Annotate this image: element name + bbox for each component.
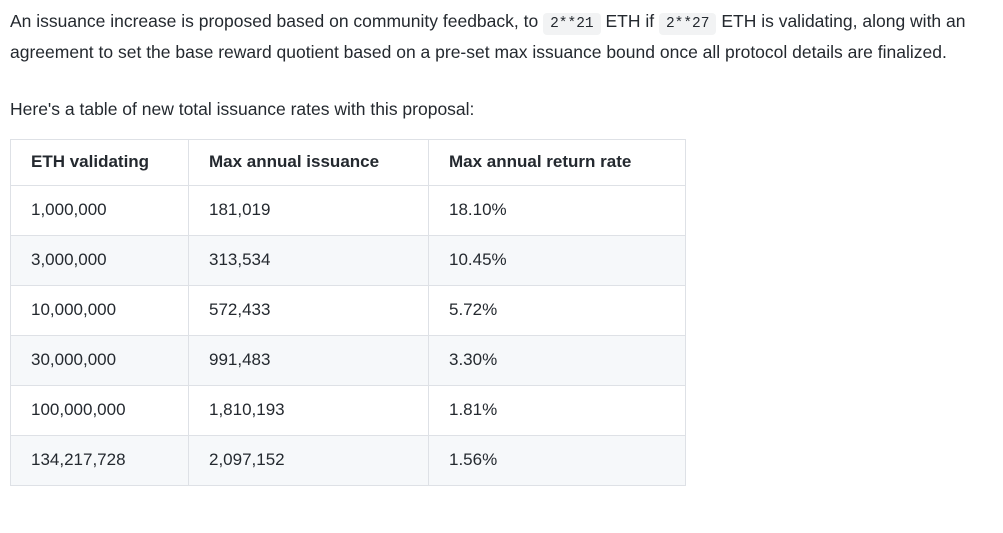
issuance-rates-table: ETH validating Max annual issuance Max a… [10, 138, 686, 486]
table-cell: 10,000,000 [10, 284, 189, 336]
table-cell: 1.81% [428, 384, 686, 436]
table-cell: 18.10% [428, 184, 686, 236]
intro-text-segment-1: An issuance increase is proposed based o… [10, 11, 544, 31]
table-row: 100,000,000 1,810,193 1.81% [10, 384, 686, 436]
table-row: 30,000,000 991,483 3.30% [10, 334, 686, 386]
table-cell: 1,810,193 [188, 384, 429, 436]
intro-text-segment-2: ETH if [600, 11, 659, 31]
table-cell: 181,019 [188, 184, 429, 236]
table-cell: 1,000,000 [10, 184, 189, 236]
issuance-table-body: 1,000,000 181,019 18.10% 3,000,000 313,534 10… [10, 184, 686, 486]
table-cell: 3,000,000 [10, 234, 189, 286]
table-row: 134,217,728 2,097,152 1.56% [10, 434, 686, 486]
table-cell: 100,000,000 [10, 384, 189, 436]
table-cell: 5.72% [428, 284, 686, 336]
inline-code-issuance-bound: 2**21 [543, 13, 601, 35]
table-cell: 3.30% [428, 334, 686, 386]
table-row: 1,000,000 181,019 18.10% [10, 184, 686, 236]
table-cell: 572,433 [188, 284, 429, 336]
intro-text-segment-3: ETH is validating, along with an agreeme… [10, 11, 966, 62]
column-header-eth-validating: ETH validating [10, 138, 189, 186]
table-cell: 313,534 [188, 234, 429, 286]
inline-code-validating-amount: 2**27 [658, 13, 717, 35]
column-header-max-annual-issuance: Max annual issuance [188, 138, 429, 186]
intro-paragraph: An issuance increase is proposed based o… [10, 8, 993, 66]
table-cell: 134,217,728 [10, 434, 189, 486]
table-cell: 30,000,000 [10, 334, 189, 386]
table-header-row: ETH validating Max annual issuance Max a… [10, 138, 686, 186]
table-cell: 1.56% [428, 434, 686, 486]
table-row: 10,000,000 572,433 5.72% [10, 284, 686, 336]
table-cell: 2,097,152 [188, 434, 429, 486]
table-row: 3,000,000 313,534 10.45% [10, 234, 686, 286]
table-lead-in-text: Here's a table of new total issuance rat… [10, 99, 475, 119]
column-header-max-annual-return-rate: Max annual return rate [428, 138, 686, 186]
table-cell: 991,483 [188, 334, 429, 386]
table-cell: 10.45% [428, 234, 686, 286]
